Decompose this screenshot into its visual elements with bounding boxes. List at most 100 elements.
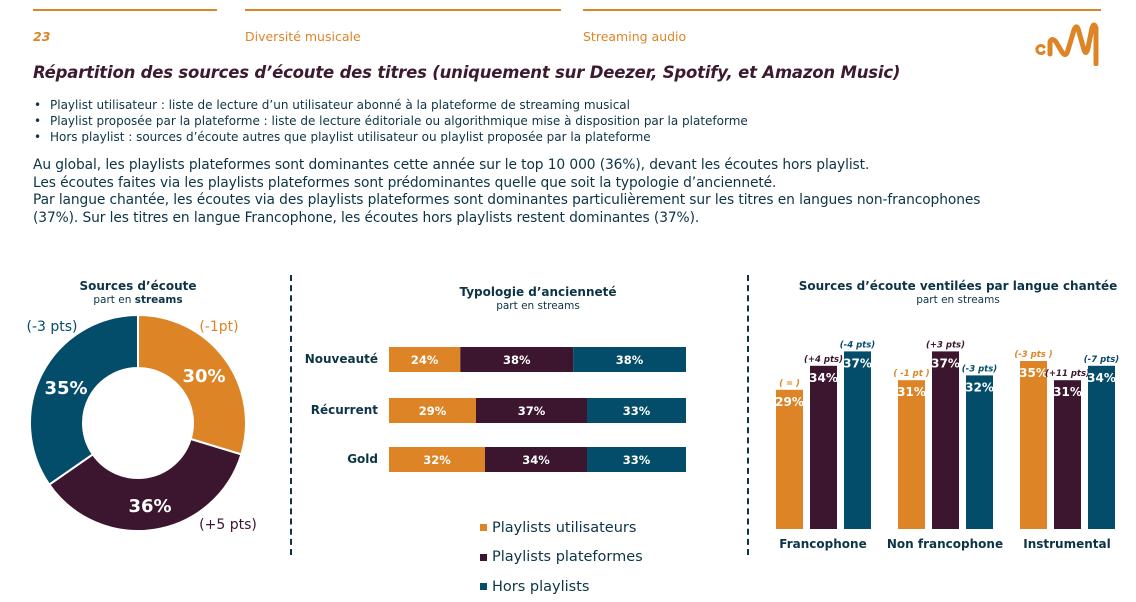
stacked-bar-label: 34% <box>522 453 550 467</box>
grouped-bar-change: (-3 pts ) <box>1014 350 1052 360</box>
grouped-bar-label: 35% <box>1019 366 1048 380</box>
page-number: 23 <box>33 29 51 44</box>
grouped-bar <box>1020 361 1047 529</box>
subsection-label: Streaming audio <box>583 29 687 44</box>
stacked-bar-label: 33% <box>623 453 651 467</box>
grouped-bar-change: (-7 pts) <box>1084 355 1119 365</box>
grouped-bar-change: (+11 pts) <box>1045 369 1090 379</box>
stacked-title: Typologie d’ancienneté <box>459 285 617 299</box>
legend-label: Playlists utilisateurs <box>492 519 637 536</box>
cnm-logo <box>1030 18 1106 70</box>
legend-swatch <box>480 583 487 591</box>
grouped-bar <box>1088 365 1115 529</box>
stacked-subtitle: part en streams <box>496 300 580 312</box>
grouped-bar-label: 32% <box>965 380 994 394</box>
grouped-bar-chart: 29%( = ) 34%(+4 pts) 37%(-4 pts)31%( -1 pt… <box>775 340 1119 529</box>
divider-left <box>290 275 292 555</box>
stacked-bar-label: 24% <box>411 353 439 367</box>
legend-label: Hors playlists <box>492 578 590 595</box>
donut-slice-label: 36% <box>128 496 171 517</box>
legend-item-plateformes: Playlists plateformes <box>480 543 643 573</box>
header-rule-2 <box>245 9 561 11</box>
grouped-bar-label: 34% <box>809 371 838 385</box>
stacked-bar-segment <box>587 447 686 472</box>
definitions-list: Playlist utilisateur : liste de lecture … <box>33 97 748 145</box>
group-label-instrumental: Instrumental <box>1023 537 1111 551</box>
stacked-bar-segment <box>389 447 485 472</box>
grouped-bar-label: 37% <box>931 356 960 370</box>
stacked-row-label: Nouveauté <box>304 352 378 366</box>
donut-slice-label: 30% <box>182 366 225 387</box>
donut-slice <box>29 313 139 486</box>
stacked-bar-label: 38% <box>503 353 531 367</box>
stacked-bar-label: 38% <box>616 353 644 367</box>
grouped-bar-change: (-3 pts) <box>962 364 997 374</box>
stacked-bar-segment <box>389 398 476 423</box>
donut-subtitle-prefix: part en <box>93 294 132 306</box>
header-rule-1 <box>33 9 217 11</box>
grouped-bar-change: (+3 pts) <box>926 340 965 350</box>
donut-slice-label: 35% <box>44 378 87 399</box>
definition-item: Playlist utilisateur : liste de lecture … <box>33 97 748 113</box>
group-label-francophone: Francophone <box>779 537 867 551</box>
section-label: Diversité musicale <box>245 29 361 44</box>
donut-subtitle: part en streams <box>38 294 238 306</box>
summary-line: Par langue chantée, les écoutes via des … <box>33 192 981 208</box>
stacked-bar-chart: 24% 38% 38% 29% 37% 33% 32% 34% 33% <box>389 347 686 472</box>
summary-line: (37%). Sur les titres en langue Francoph… <box>33 209 700 226</box>
grouped-bar-change: (-4 pts) <box>840 340 875 350</box>
page-title: Répartition des sources d’écoute des tit… <box>33 63 901 82</box>
stacked-bar-label: 29% <box>419 404 447 418</box>
grouped-bar <box>1054 380 1081 529</box>
grouped-bar-change: ( = ) <box>779 379 800 389</box>
donut-slice-change: (-1pt) <box>199 319 238 335</box>
stacked-bar-segment <box>485 447 587 472</box>
summary-line: Les écoutes faites via les playlists pla… <box>33 174 777 191</box>
grouped-bar <box>776 389 803 529</box>
stacked-row-label: Récurrent <box>310 403 378 417</box>
donut-slice-change: (-3 pts) <box>26 319 77 335</box>
stacked-bar-segment <box>573 347 686 372</box>
summary-line: Au global, les playlists plateformes son… <box>33 157 870 173</box>
grouped-bar-label: 31% <box>1053 385 1082 399</box>
grouped-bar <box>966 375 993 529</box>
legend: Playlists utilisateurs Playlists platefo… <box>480 513 643 602</box>
grouped-bar-label: 34% <box>1087 371 1116 385</box>
donut-slice <box>137 313 247 456</box>
grouped-bar-change: (+4 pts) <box>804 355 843 365</box>
grouped-bar-change: ( -1 pt ) <box>893 369 929 379</box>
donut-slice-change: (+5 pts) <box>199 517 257 533</box>
header-rule-3 <box>583 9 1101 11</box>
stacked-bar-label: 32% <box>423 453 451 467</box>
donut-slice <box>47 437 243 532</box>
legend-label: Playlists plateformes <box>492 549 643 566</box>
summary-text: Au global, les playlists plateformes son… <box>33 157 980 227</box>
legend-swatch <box>480 524 487 532</box>
grouped-title: Sources d’écoute ventilées par langue ch… <box>798 279 1118 293</box>
grouped-bar <box>844 351 871 529</box>
donut-subtitle-bold: streams <box>134 294 183 306</box>
grouped-subtitle: part en streams <box>916 294 1000 306</box>
definition-item: Hors playlist : sources d’écoute autres … <box>33 129 748 145</box>
stacked-bar-label: 33% <box>623 404 651 418</box>
definition-item: Playlist proposée par la plateforme : li… <box>33 113 748 129</box>
stacked-bar-segment <box>389 347 461 372</box>
stacked-bar-segment <box>587 398 686 423</box>
divider-right <box>747 275 749 555</box>
grouped-bar-label: 29% <box>775 395 804 409</box>
stacked-bar-segment <box>460 347 574 372</box>
group-label-non-francophone: Non francophone <box>886 537 1004 551</box>
stacked-row-label: Gold <box>347 452 378 466</box>
stacked-bar-segment <box>476 398 587 423</box>
stacked-bar-label: 37% <box>518 404 546 418</box>
grouped-bar-label: 37% <box>843 356 872 370</box>
grouped-bar <box>898 380 925 529</box>
donut-chart: 30% (-1pt) 36% (+5 pts) 35% (-3 pts) <box>26 313 257 533</box>
donut-title: Sources d’écoute <box>79 279 197 293</box>
legend-swatch <box>480 553 487 561</box>
legend-item-utilisateurs: Playlists utilisateurs <box>480 513 643 543</box>
grouped-bar <box>810 365 837 529</box>
grouped-bar <box>932 351 959 529</box>
legend-item-hors: Hors playlists <box>480 572 643 602</box>
grouped-bar-label: 31% <box>897 385 926 399</box>
